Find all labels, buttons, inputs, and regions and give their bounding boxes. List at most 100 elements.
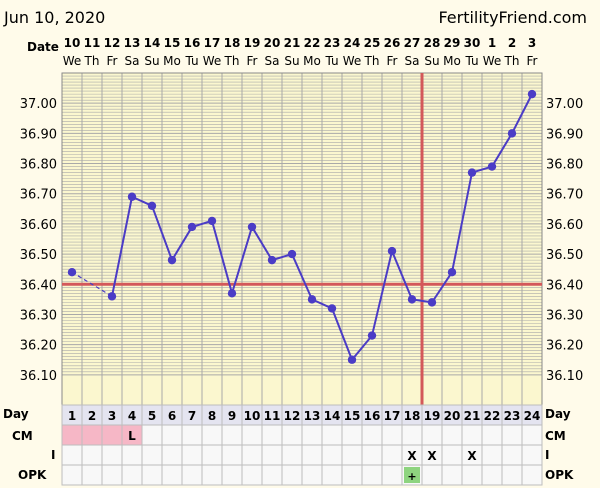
cm-row-label-right: CM <box>545 429 566 443</box>
temperature-point <box>207 216 217 226</box>
table-cell <box>141 464 163 486</box>
y-tick-label: 36.40 <box>546 278 583 293</box>
weekday-label: Fr <box>247 54 258 68</box>
y-tick-label: 36.90 <box>20 127 57 142</box>
series-segment <box>111 196 133 297</box>
weekday-label: Tu <box>184 54 198 68</box>
table-cell <box>81 464 103 486</box>
cm-fill-cell <box>121 424 143 446</box>
weekday-label: Mo <box>443 54 461 68</box>
day-number: 18 <box>404 409 421 423</box>
temperature-point <box>367 331 377 340</box>
table-cell <box>361 464 383 486</box>
day-number: 9 <box>228 409 236 423</box>
temperature-point <box>387 246 397 256</box>
grid-lines <box>61 72 543 406</box>
chart-date-heading: Jun 10, 2020 <box>3 8 105 27</box>
temperature-point <box>447 268 457 277</box>
opk-positive-cell <box>404 467 420 483</box>
table-cell <box>381 464 403 486</box>
y-tick-label: 36.60 <box>20 218 57 233</box>
table-cell <box>321 424 343 446</box>
table-cell <box>521 424 543 446</box>
temperature-point <box>227 289 237 298</box>
table-cell <box>321 444 343 466</box>
cm-fill-cell <box>61 424 83 446</box>
table-cell <box>281 444 303 466</box>
y-tick-label: 36.30 <box>20 308 57 323</box>
day-number: 7 <box>188 409 196 423</box>
opk-row-label: OPK <box>18 468 47 482</box>
weekday-label: Su <box>284 54 299 68</box>
date-label: 29 <box>444 36 461 50</box>
i-row-label-right: I <box>545 448 549 462</box>
day-number: 10 <box>244 409 261 423</box>
date-row-label: Date <box>27 40 59 54</box>
series-segment <box>371 250 393 336</box>
y-tick-label: 36.70 <box>20 188 57 203</box>
table-cell <box>101 464 123 486</box>
weekday-label: We <box>203 54 222 68</box>
temperature-point <box>147 201 157 210</box>
date-label: 23 <box>324 36 341 50</box>
weekday-label: We <box>63 54 82 68</box>
cm-fill-cell <box>101 424 123 446</box>
date-label: 11 <box>84 36 101 50</box>
date-label: 13 <box>124 36 141 50</box>
day-number: 22 <box>484 409 501 423</box>
day-table: Day Day CM CM I I OPK OPK 1 2 3 4 5 6 7 8 9 10 11 1… <box>3 404 574 486</box>
table-cell <box>181 424 203 446</box>
date-label: 1 <box>488 36 496 50</box>
table-cell <box>81 444 103 466</box>
y-axis-left: 37.00 36.90 36.80 36.70 36.60 36.50 36.40 36.30… <box>20 97 57 384</box>
series-segment <box>511 93 533 134</box>
weekday-label: We <box>483 54 502 68</box>
date-label: 21 <box>284 36 301 50</box>
date-label: 26 <box>384 36 401 50</box>
day-number: 24 <box>524 409 541 423</box>
day-number: 20 <box>444 409 461 423</box>
series-segment <box>291 253 313 300</box>
table-cell <box>241 424 263 446</box>
table-cell <box>281 464 303 486</box>
opk-entry: + <box>407 470 416 483</box>
day-number: 4 <box>128 409 136 423</box>
table-cell <box>441 424 463 446</box>
date-label: 10 <box>64 36 81 50</box>
table-cell <box>261 424 283 446</box>
table-cell <box>361 424 383 446</box>
series-segment <box>491 132 513 168</box>
i-row-label: I <box>51 448 55 462</box>
temperature-point <box>67 268 77 277</box>
date-label: 14 <box>144 36 161 50</box>
table-cell <box>421 464 443 486</box>
weekday-label: Fr <box>387 54 398 68</box>
table-cell <box>341 424 363 446</box>
y-tick-label: 36.80 <box>546 158 583 173</box>
table-cell <box>481 444 503 466</box>
weekday-label: Sa <box>125 54 140 68</box>
date-label: 22 <box>304 36 321 50</box>
table-cell <box>201 444 223 466</box>
temperature-point <box>107 292 117 301</box>
table-cell <box>61 464 83 486</box>
table-cell <box>241 444 263 466</box>
date-label: 28 <box>424 36 441 50</box>
temperature-point <box>427 298 437 307</box>
table-cell <box>501 464 523 486</box>
day-number: 11 <box>264 409 281 423</box>
date-label: 12 <box>104 36 121 50</box>
day-row-label: Day <box>3 407 29 421</box>
series-segment <box>151 205 173 261</box>
y-tick-label: 36.60 <box>546 218 583 233</box>
date-label: 25 <box>364 36 381 50</box>
table-cell <box>201 464 223 486</box>
table-cell <box>141 424 163 446</box>
table-cell <box>261 464 283 486</box>
temperature-point <box>327 304 337 313</box>
table-cell <box>401 424 423 446</box>
y-tick-label: 36.20 <box>546 339 583 354</box>
table-cell <box>461 424 483 446</box>
y-tick-label: 36.70 <box>546 188 583 203</box>
y-tick-label: 37.00 <box>546 97 583 112</box>
